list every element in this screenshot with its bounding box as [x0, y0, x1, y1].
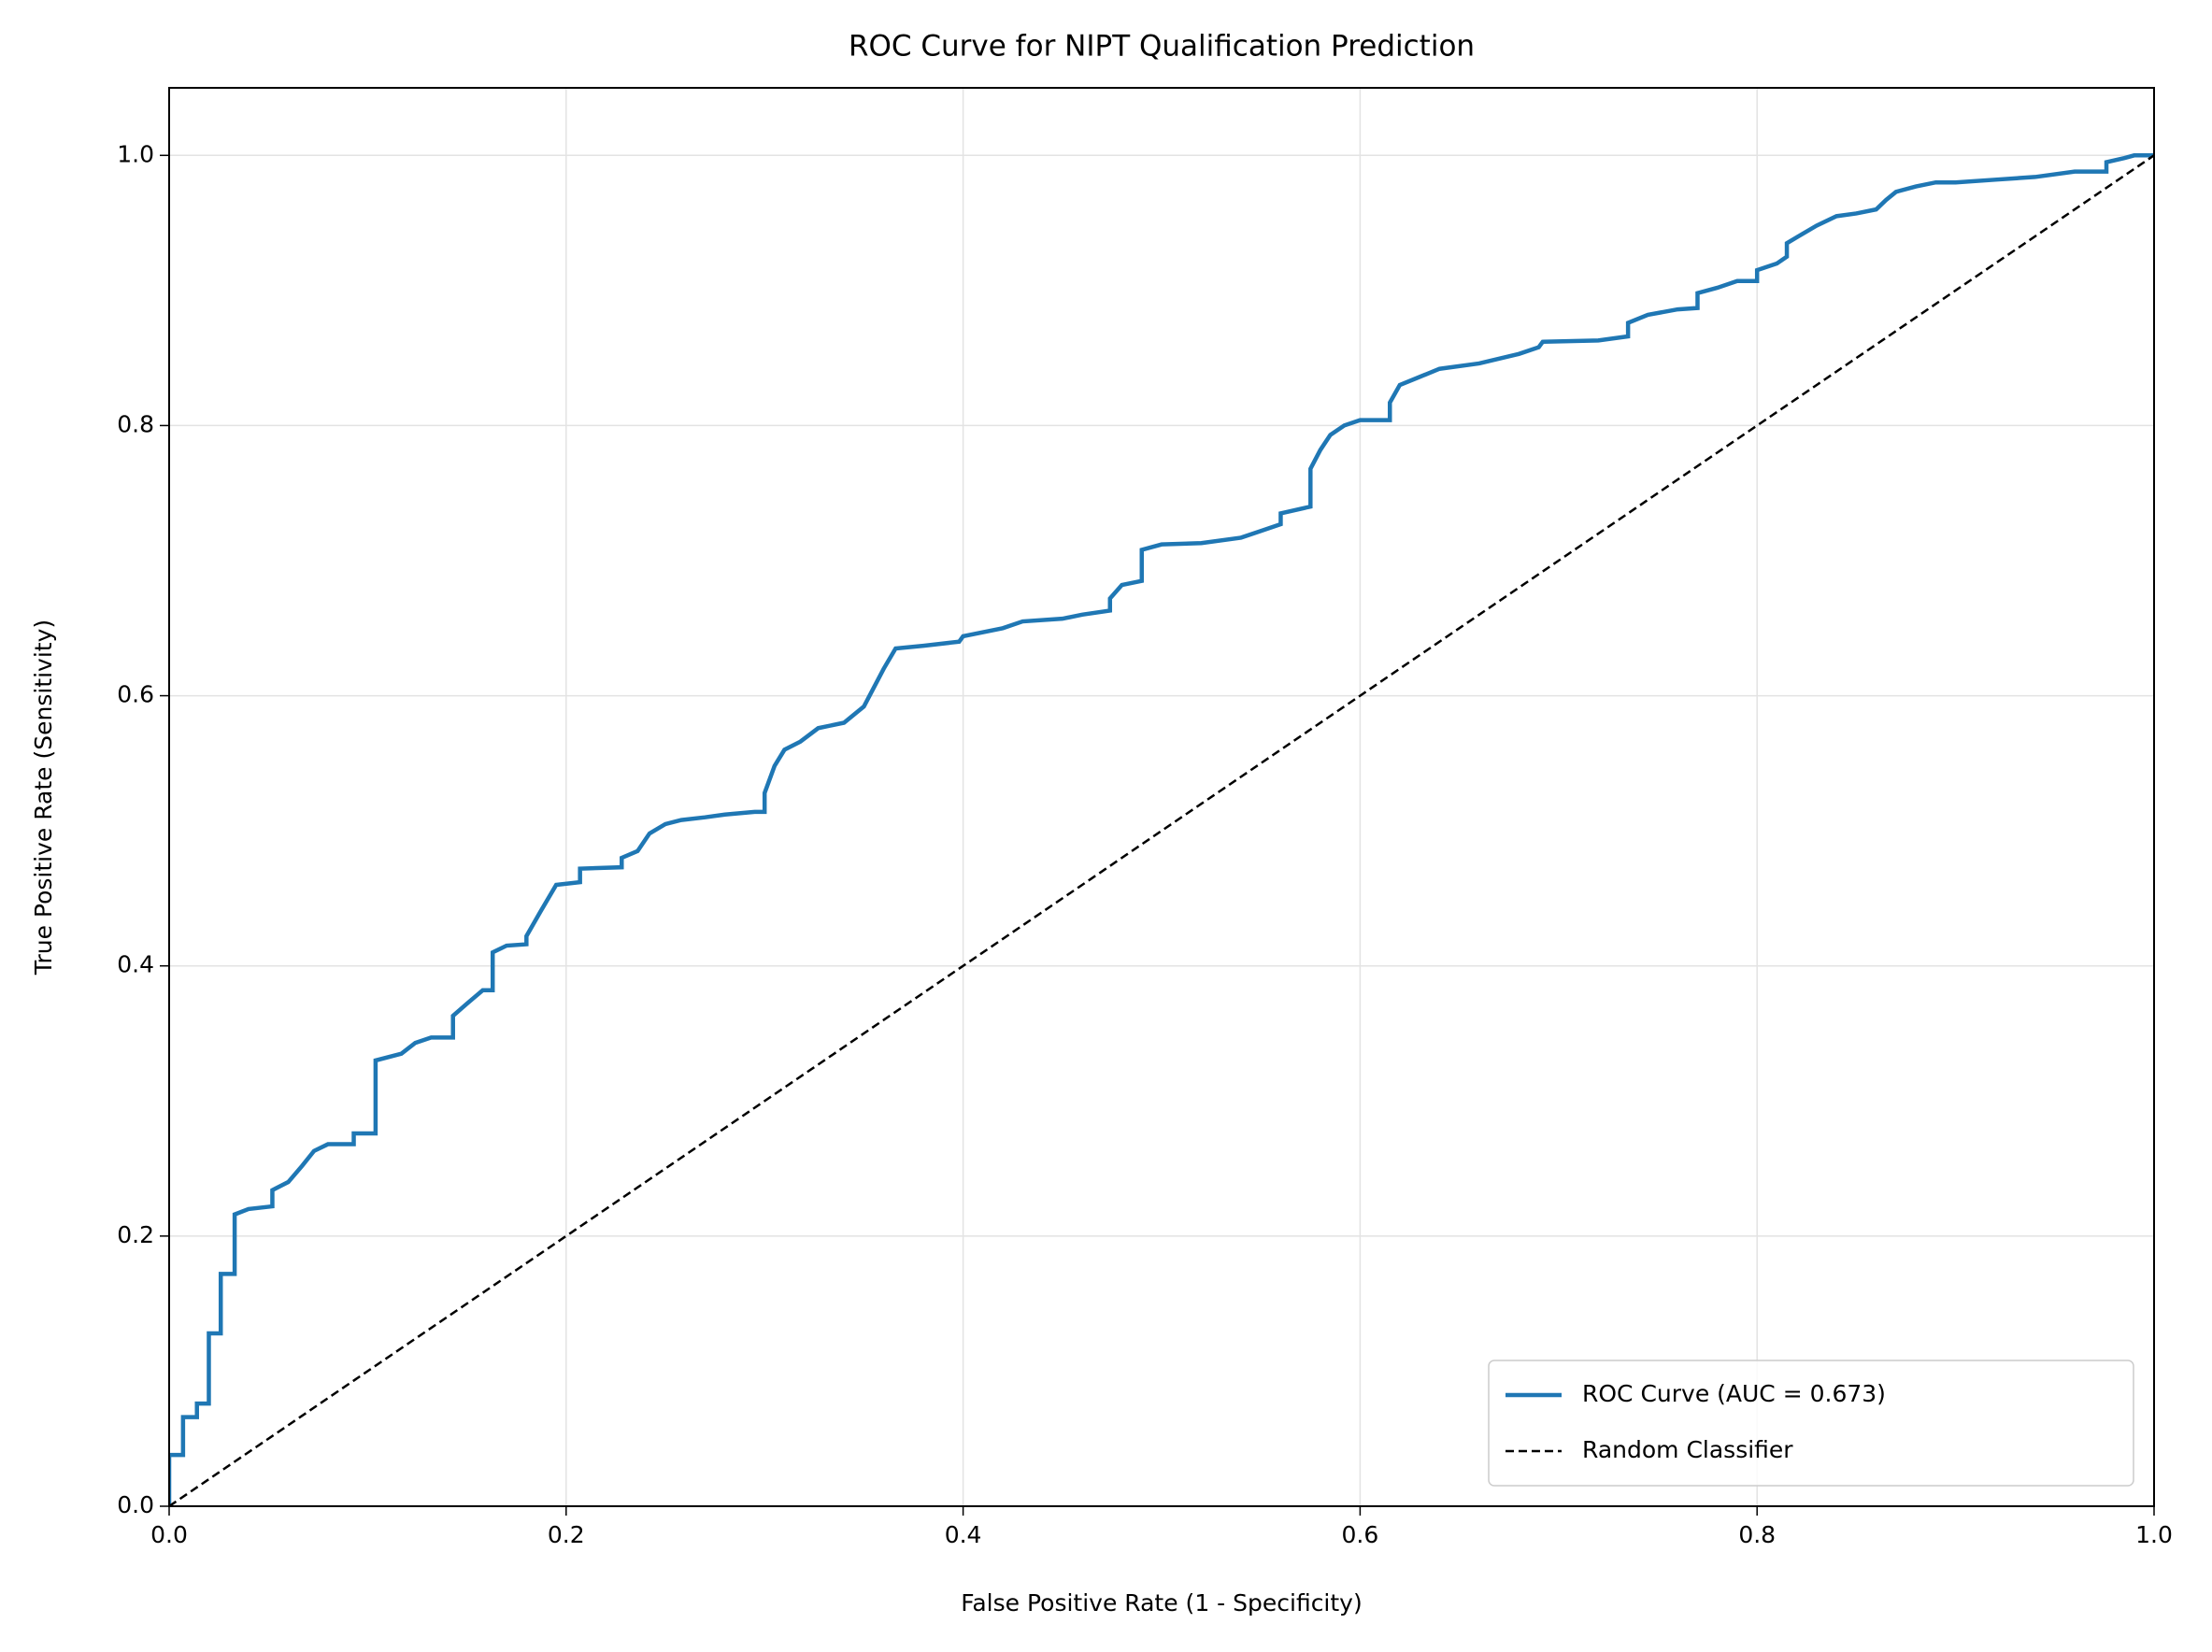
y-tick-label: 0.0: [117, 1491, 154, 1518]
legend-label: ROC Curve (AUC = 0.673): [1582, 1380, 1886, 1407]
legend-label: Random Classifier: [1582, 1436, 1793, 1463]
x-tick-label: 0.6: [1342, 1521, 1379, 1548]
x-tick-label: 0.2: [548, 1521, 585, 1548]
series-line: [169, 154, 2154, 1506]
y-tick-label: 1.0: [117, 140, 154, 167]
y-tick-label: 0.4: [117, 951, 154, 978]
x-axis-label: False Positive Rate (1 - Specificity): [961, 1589, 1362, 1616]
chart-title: ROC Curve for NIPT Qualification Predict…: [849, 30, 1475, 64]
y-tick-label: 0.8: [117, 410, 154, 437]
plot-frame: [168, 87, 2155, 1507]
y-tick-label: 0.2: [117, 1221, 154, 1248]
x-tick-label: 1.0: [2135, 1521, 2173, 1548]
series-line: [169, 153, 2154, 1506]
legend-box: [1488, 1360, 2134, 1487]
x-tick-label: 0.4: [945, 1521, 982, 1548]
x-tick-label: 0.8: [1738, 1521, 1776, 1548]
y-tick-label: 0.6: [117, 681, 154, 708]
x-tick-label: 0.0: [150, 1521, 188, 1548]
y-axis-label: True Positive Rate (Sensitivity): [30, 620, 57, 976]
